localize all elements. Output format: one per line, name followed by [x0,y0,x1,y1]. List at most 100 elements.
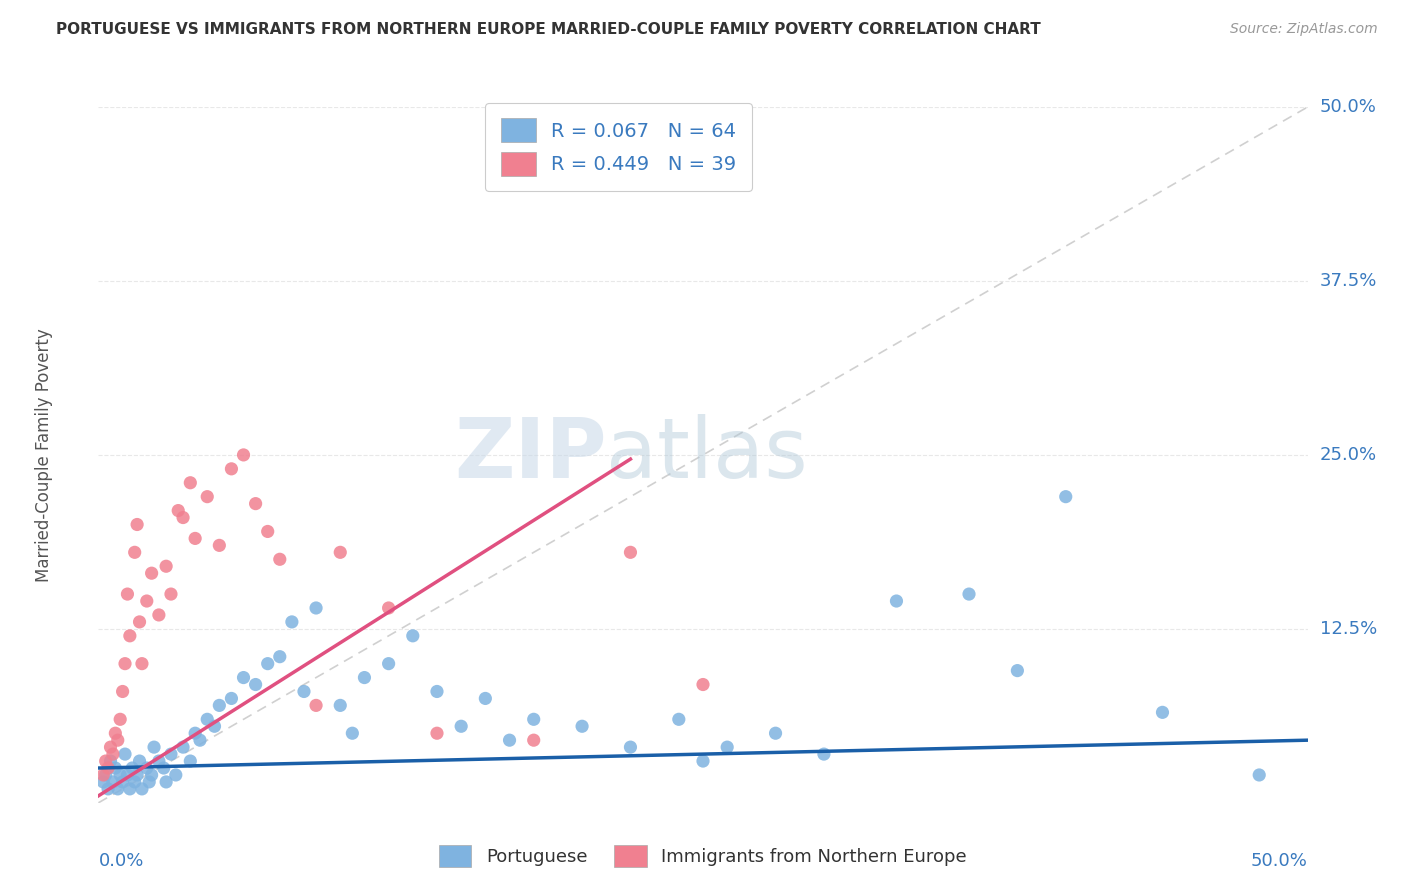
Point [426,684,449,698]
Point [94,754,117,768]
Point [141,768,163,782]
Point [107,733,129,747]
Point [1007,664,1029,678]
Point [124,775,146,789]
Point [208,698,231,713]
Point [232,671,254,685]
Point [377,601,399,615]
Point [221,462,243,476]
Text: 25.0%: 25.0% [1320,446,1376,464]
Text: 37.5%: 37.5% [1320,272,1376,290]
Point [124,545,146,559]
Point [100,740,122,755]
Point [117,587,139,601]
Point [245,497,267,511]
Point [97,781,120,796]
Point [135,594,157,608]
Point [114,657,136,671]
Text: atlas: atlas [606,415,808,495]
Text: 50.0%: 50.0% [1320,98,1376,116]
Point [450,719,472,733]
Point [117,768,139,782]
Point [571,719,593,733]
Point [108,768,131,782]
Point [155,559,177,574]
Point [402,629,425,643]
Point [329,545,352,559]
Point [269,552,291,566]
Point [377,657,399,671]
Point [188,733,211,747]
Point [523,733,546,747]
Point [172,740,194,755]
Point [329,698,352,713]
Point [104,726,127,740]
Point [474,691,496,706]
Text: 0.0%: 0.0% [98,852,143,870]
Point [886,594,908,608]
Point [104,761,127,775]
Point [172,510,194,524]
Point [957,587,980,601]
Point [108,712,131,726]
Point [245,677,267,691]
Point [195,490,218,504]
Point [179,475,201,490]
Point [179,754,201,768]
Point [305,601,328,615]
Point [716,740,738,755]
Text: ZIP: ZIP [454,415,606,495]
Point [426,726,449,740]
Point [160,587,183,601]
Point [619,740,641,755]
Point [523,712,546,726]
Point [131,781,153,796]
Point [692,677,714,691]
Point [107,781,129,796]
Point [127,517,149,532]
Text: 12.5%: 12.5% [1320,620,1376,638]
Text: Source: ZipAtlas.com: Source: ZipAtlas.com [1230,22,1378,37]
Legend: R = 0.067   N = 64, R = 0.449   N = 39: R = 0.067 N = 64, R = 0.449 N = 39 [485,103,752,191]
Point [619,545,641,559]
Point [91,768,114,782]
Point [195,712,218,726]
Point [148,607,170,622]
Text: PORTUGUESE VS IMMIGRANTS FROM NORTHERN EUROPE MARRIED-COUPLE FAMILY POVERTY CORR: PORTUGUESE VS IMMIGRANTS FROM NORTHERN E… [56,22,1040,37]
Point [342,726,364,740]
Point [91,775,114,789]
Point [668,712,690,726]
Point [281,615,304,629]
Point [305,698,328,713]
Point [97,761,120,775]
Point [148,754,170,768]
Point [813,747,835,761]
Point [127,768,149,782]
Point [1152,706,1174,720]
Point [232,448,254,462]
Point [111,775,134,789]
Point [128,615,150,629]
Point [135,761,157,775]
Point [118,629,141,643]
Text: 50.0%: 50.0% [1251,852,1308,870]
Point [155,775,177,789]
Point [118,781,141,796]
Point [111,684,134,698]
Text: Married-Couple Family Poverty: Married-Couple Family Poverty [35,328,53,582]
Point [128,754,150,768]
Point [121,761,143,775]
Legend: Portuguese, Immigrants from Northern Europe: Portuguese, Immigrants from Northern Eur… [432,838,974,874]
Point [256,524,278,539]
Point [141,566,163,581]
Point [765,726,787,740]
Point [131,657,153,671]
Point [1054,490,1077,504]
Point [256,657,278,671]
Point [167,503,190,517]
Point [143,740,166,755]
Point [184,532,207,546]
Point [353,671,375,685]
Point [138,775,160,789]
Point [269,649,291,664]
